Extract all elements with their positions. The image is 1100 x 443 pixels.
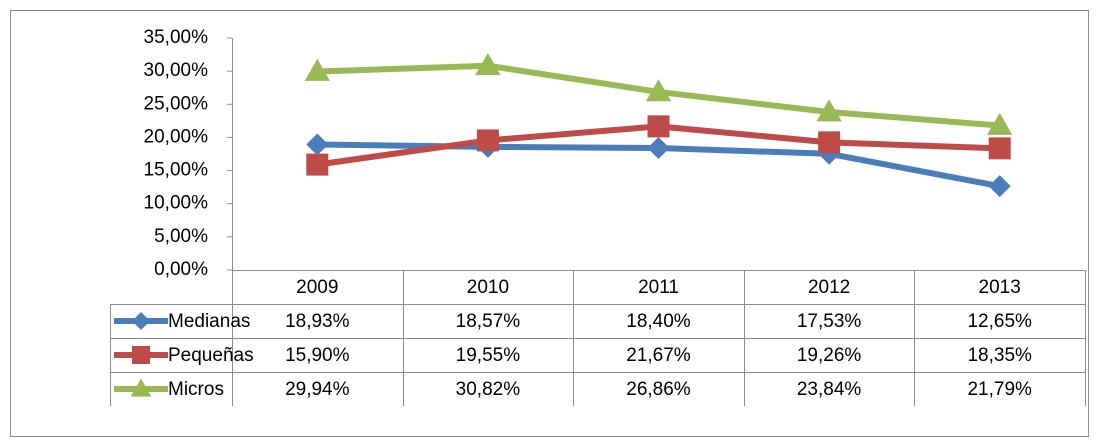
- data-point: [816, 99, 842, 122]
- table-value: 23,84%: [797, 379, 862, 400]
- table-value: 19,55%: [456, 345, 521, 366]
- data-point: [988, 175, 1011, 198]
- legend-marker: [132, 312, 150, 330]
- table-value: 18,57%: [456, 311, 521, 332]
- chart-border: [10, 10, 1089, 437]
- y-tick-label: 30,00%: [144, 60, 209, 81]
- table-value: 15,90%: [285, 345, 350, 366]
- legend-label: Pequeñas: [168, 345, 254, 366]
- table-value: 21,79%: [967, 379, 1032, 400]
- legend-label: Medianas: [168, 311, 250, 332]
- legend-marker: [130, 378, 152, 397]
- data-point: [306, 133, 329, 156]
- table-value: 21,67%: [626, 345, 691, 366]
- legend-label: Micros: [168, 379, 224, 400]
- table-value: 29,94%: [285, 379, 350, 400]
- y-tick-label: 0,00%: [154, 259, 208, 280]
- table-value: 18,40%: [626, 311, 691, 332]
- x-tick-label: 2013: [979, 277, 1021, 298]
- x-tick-label: 2011: [638, 277, 679, 298]
- table-value: 12,65%: [967, 311, 1032, 332]
- y-tick-label: 25,00%: [144, 93, 209, 114]
- data-point: [988, 137, 1011, 160]
- y-tick-label: 5,00%: [154, 226, 208, 247]
- y-tick-label: 15,00%: [144, 160, 209, 181]
- y-tick-label: 35,00%: [144, 27, 209, 48]
- table-value: 19,26%: [797, 345, 862, 366]
- data-point: [818, 131, 841, 154]
- data-point: [306, 153, 329, 176]
- table-value: 18,35%: [967, 345, 1032, 366]
- table-value: 30,82%: [456, 379, 521, 400]
- data-point: [987, 112, 1013, 135]
- y-tick-label: 10,00%: [144, 193, 209, 214]
- data-point: [475, 53, 501, 76]
- data-point: [476, 129, 499, 152]
- data-point: [647, 137, 670, 160]
- x-tick-label: 2009: [296, 277, 338, 298]
- data-point: [304, 58, 330, 81]
- table-value: 18,93%: [285, 311, 350, 332]
- table-value: 26,86%: [626, 379, 691, 400]
- legend-marker: [132, 346, 150, 364]
- y-tick-label: 20,00%: [144, 126, 209, 147]
- x-tick-label: 2010: [467, 277, 509, 298]
- data-point: [647, 115, 670, 138]
- x-tick-label: 2012: [808, 277, 850, 298]
- table-value: 17,53%: [797, 311, 862, 332]
- data-point: [645, 79, 672, 102]
